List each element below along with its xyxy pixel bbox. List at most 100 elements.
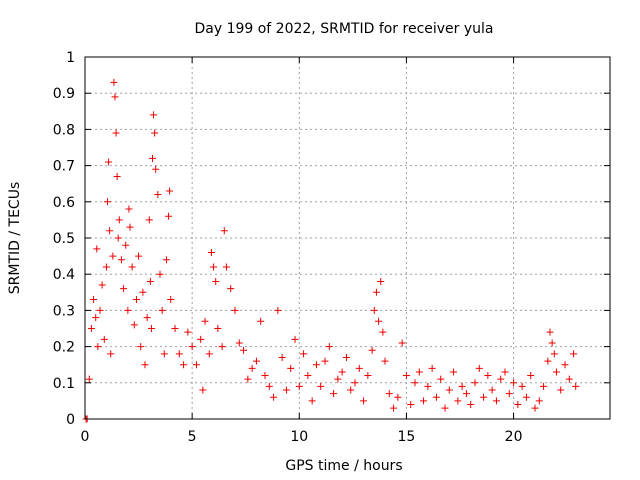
- data-point: [342, 353, 350, 361]
- data-point: [364, 372, 372, 380]
- data-point: [124, 306, 132, 314]
- data-point: [257, 317, 265, 325]
- data-point: [454, 397, 462, 405]
- data-point: [552, 368, 560, 376]
- data-point: [94, 343, 102, 351]
- data-point: [407, 401, 415, 409]
- data-point: [291, 335, 299, 343]
- data-point: [160, 350, 168, 358]
- data-point: [527, 372, 535, 380]
- data-point: [420, 397, 428, 405]
- data-point: [462, 390, 470, 398]
- data-point: [325, 343, 333, 351]
- data-point: [437, 375, 445, 383]
- data-point: [265, 382, 273, 390]
- data-point: [141, 361, 149, 369]
- data-point: [287, 364, 295, 372]
- data-point: [248, 364, 256, 372]
- data-point: [98, 281, 106, 289]
- data-point: [544, 357, 552, 365]
- data-point: [240, 346, 248, 354]
- data-point: [109, 252, 117, 260]
- data-point: [149, 154, 156, 162]
- axis-ticks: 00.10.20.30.40.50.60.70.80.910 5 10 15 20: [53, 50, 610, 445]
- data-point: [518, 382, 526, 390]
- y-tick-label: 0.3: [53, 303, 75, 319]
- data-point: [394, 393, 402, 401]
- data-point: [106, 227, 114, 235]
- data-point: [96, 306, 104, 314]
- data-point: [114, 234, 122, 242]
- data-point: [90, 296, 98, 304]
- data-point: [165, 212, 173, 220]
- data-point: [501, 368, 509, 376]
- data-point: [111, 93, 119, 101]
- data-point: [458, 382, 466, 390]
- data-point: [312, 361, 320, 369]
- data-point: [497, 375, 505, 383]
- data-point: [480, 393, 488, 401]
- data-point: [572, 382, 580, 390]
- data-point: [212, 277, 220, 285]
- data-point: [145, 216, 153, 224]
- data-point: [330, 390, 338, 398]
- data-point: [381, 357, 389, 365]
- chart-title: Day 199 of 2022, SRMTID for receiver yul…: [194, 21, 493, 37]
- x-axis-label: GPS time / hours: [285, 458, 402, 474]
- data-point: [146, 277, 154, 285]
- data-point: [467, 401, 475, 409]
- data-point: [231, 306, 239, 314]
- data-point: [214, 325, 222, 332]
- x-tick-label: 10: [290, 429, 308, 445]
- data-point: [120, 285, 128, 293]
- data-point: [220, 227, 228, 235]
- data-point: [117, 256, 125, 264]
- data-point: [92, 314, 100, 322]
- data-point: [522, 393, 530, 401]
- data-point: [321, 357, 329, 365]
- data-point: [210, 263, 218, 271]
- data-point: [122, 241, 130, 249]
- y-tick-label: 0.9: [53, 86, 75, 102]
- data-point: [415, 368, 423, 376]
- y-tick-label: 0.4: [53, 267, 75, 283]
- data-point: [197, 335, 205, 343]
- y-tick-label: 0.6: [53, 195, 75, 211]
- x-tick-label: 5: [188, 429, 197, 445]
- data-point: [557, 386, 565, 394]
- data-point: [115, 216, 123, 224]
- y-tick-label: 0.1: [53, 376, 75, 392]
- data-point: [505, 390, 513, 398]
- data-point: [570, 350, 578, 358]
- y-tick-label: 0: [66, 412, 75, 428]
- data-point: [550, 350, 558, 358]
- data-point: [150, 111, 158, 119]
- data-point: [167, 296, 175, 304]
- data-point: [398, 339, 406, 347]
- data-point: [351, 379, 359, 387]
- data-point: [514, 401, 522, 409]
- data-point: [441, 404, 449, 412]
- data-point: [390, 404, 398, 412]
- y-tick-label: 0.8: [53, 122, 75, 138]
- data-point: [274, 306, 282, 314]
- data-point: [385, 390, 393, 398]
- data-point: [158, 306, 166, 314]
- data-point: [535, 397, 543, 405]
- data-point: [360, 397, 368, 405]
- data-point: [295, 382, 303, 390]
- data-point: [235, 339, 243, 347]
- data-point: [139, 288, 147, 296]
- data-point: [308, 397, 316, 405]
- data-point: [370, 306, 378, 314]
- data-point: [475, 364, 483, 372]
- data-point: [128, 263, 136, 271]
- data-point: [270, 393, 278, 401]
- y-tick-label: 0.7: [53, 159, 75, 175]
- data-point: [218, 343, 226, 351]
- data-point: [561, 361, 569, 369]
- data-point: [199, 386, 207, 394]
- data-point: [125, 205, 133, 213]
- data-point: [428, 364, 436, 372]
